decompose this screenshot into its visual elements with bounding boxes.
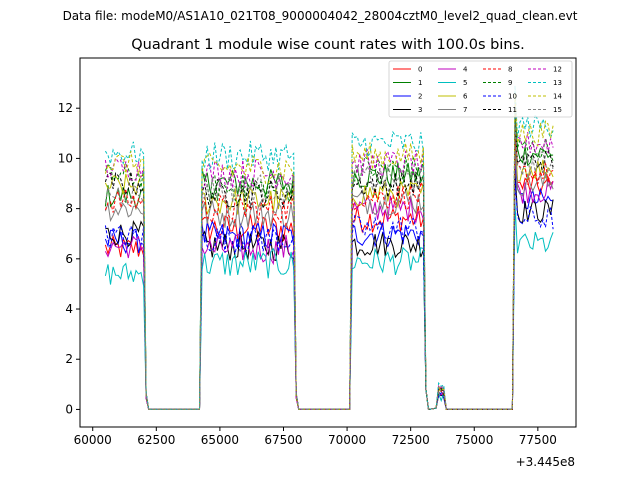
series-line-13: [104, 85, 554, 410]
x-tick-label: 72500: [392, 433, 430, 447]
series-line-8: [104, 133, 554, 410]
legend-label-15: 15: [553, 106, 562, 114]
series-line-0: [104, 145, 554, 410]
x-tick-label: 70000: [328, 433, 366, 447]
y-tick-label: 10: [58, 151, 73, 165]
y-tick-label: 6: [65, 252, 73, 266]
series-line-10: [104, 178, 554, 410]
legend-label-9: 9: [508, 79, 512, 87]
x-tick-label: 60000: [74, 433, 112, 447]
legend-label-14: 14: [553, 93, 562, 101]
chart-suptitle: Data file: modeM0/AS1A10_021T08_90000040…: [63, 9, 578, 23]
legend-label-0: 0: [418, 66, 422, 74]
legend-label-8: 8: [508, 66, 512, 74]
series-line-11: [104, 120, 554, 410]
x-tick-label: 77500: [519, 433, 557, 447]
x-tick-label: 75000: [455, 433, 493, 447]
legend-label-5: 5: [463, 79, 467, 87]
series-line-5: [104, 203, 554, 410]
series-line-6: [104, 128, 554, 410]
legend-label-12: 12: [553, 66, 562, 74]
y-tick-label: 4: [65, 302, 73, 316]
series-line-2: [104, 160, 554, 410]
series-line-14: [104, 93, 554, 410]
x-axis-offset-label: +3.445e8: [516, 455, 575, 469]
series-line-3: [105, 170, 554, 410]
plot-area: 60000 62500 65000 67500 70000 72500 75000 77500…: [58, 57, 577, 447]
y-tick-label: 8: [65, 202, 73, 216]
legend-label-1: 1: [418, 79, 422, 87]
legend-label-6: 6: [463, 93, 468, 101]
series-line-4: [104, 150, 554, 410]
series-line-12: [104, 103, 554, 410]
x-tick-label: 65000: [201, 433, 239, 447]
y-tick-label: 0: [65, 402, 73, 416]
axes-frame: [79, 57, 577, 428]
legend-label-2: 2: [418, 93, 422, 101]
y-tick-label: 12: [58, 101, 73, 115]
legend-label-11: 11: [508, 106, 517, 114]
legend-label-3: 3: [418, 106, 422, 114]
series-line-7: [104, 143, 554, 410]
series-line-1: [104, 113, 554, 410]
series-line-9: [104, 108, 554, 410]
series-lines: [104, 85, 554, 410]
y-tick-label: 2: [65, 352, 73, 366]
legend-label-7: 7: [463, 106, 467, 114]
legend-label-10: 10: [508, 93, 517, 101]
series-line-15: [104, 123, 554, 410]
legend-label-4: 4: [463, 66, 468, 74]
legend-label-13: 13: [553, 79, 562, 87]
x-tick-label: 62500: [137, 433, 175, 447]
x-tick-label: 67500: [264, 433, 302, 447]
chart-title: Quadrant 1 module wise count rates with …: [131, 37, 525, 53]
legend-box: [388, 60, 573, 118]
